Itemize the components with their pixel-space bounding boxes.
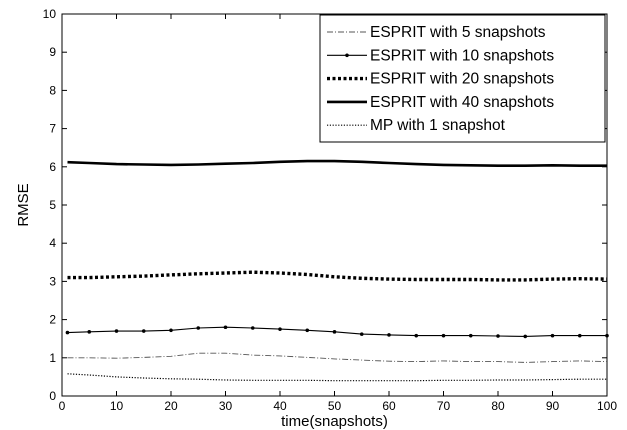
- series-1-point: [468, 333, 473, 338]
- y-tick-label: 10: [43, 7, 57, 21]
- y-tick-label: 9: [49, 45, 56, 59]
- x-tick-label: 30: [219, 399, 233, 413]
- series-line-0: [67, 352, 608, 363]
- series-1-point: [278, 327, 282, 331]
- x-tick-label: 20: [164, 399, 178, 413]
- legend-label-1: ESPRIT with 10 snapshots: [370, 47, 554, 64]
- series-1-point: [250, 326, 255, 330]
- series-1-point: [441, 333, 446, 338]
- series-line-2: [67, 270, 608, 282]
- x-tick-label: 80: [491, 399, 505, 413]
- x-axis-title: time(snapshots): [281, 413, 388, 430]
- y-tick-label: 3: [49, 274, 56, 288]
- legend-marker-1: [345, 53, 349, 58]
- x-tick-label: 10: [110, 399, 124, 413]
- series-1-point: [196, 326, 201, 330]
- y-tick-label: 4: [49, 236, 56, 250]
- legend-label-2: ESPRIT with 20 snapshots: [370, 71, 554, 88]
- legend-label-0: ESPRIT with 5 snapshots: [370, 24, 546, 41]
- x-tick-label: 100: [597, 399, 617, 413]
- y-tick-label: 5: [49, 198, 56, 212]
- y-tick-label: 6: [49, 160, 56, 174]
- series-1-point: [414, 333, 419, 338]
- series-1-point: [305, 328, 310, 333]
- y-axis-title: RMSE: [15, 183, 32, 226]
- series-1-point: [550, 333, 555, 338]
- series-lines: [65, 159, 609, 382]
- legend: ESPRIT with 5 snapshots ESPRIT with 10 sn…: [319, 14, 606, 143]
- x-tick-label: 0: [59, 399, 66, 413]
- x-tick-label: 70: [437, 399, 451, 413]
- x-tick-label: 90: [546, 399, 560, 413]
- series-1-point: [605, 333, 609, 338]
- series-1-point: [332, 330, 337, 334]
- series-1-point: [87, 330, 92, 334]
- series-1-point: [387, 333, 391, 337]
- series-1-point: [577, 333, 582, 338]
- series-1-point: [169, 328, 173, 333]
- series-1-point: [114, 329, 119, 333]
- series-line-3: [67, 159, 607, 167]
- y-tick-label: 2: [49, 313, 56, 327]
- series-1-point: [523, 334, 528, 339]
- y-tick-label: 7: [49, 122, 56, 136]
- series-1-point: [359, 332, 364, 336]
- y-tick-label: 8: [49, 83, 56, 97]
- y-tick-label: 0: [49, 389, 56, 403]
- x-tick-label: 40: [273, 399, 287, 413]
- legend-box: [319, 14, 606, 143]
- y-tick-label: 1: [49, 351, 56, 365]
- series-1-point: [141, 329, 146, 333]
- series-1-point: [223, 325, 228, 330]
- series-line-4: [67, 373, 607, 382]
- legend-label-3: ESPRIT with 40 snapshots: [370, 94, 554, 111]
- series-1-point: [496, 334, 500, 338]
- y-axis-ticks: 0 1 2 3 4 5 6 7 8 9 10: [43, 7, 607, 403]
- legend-label-4: MP with 1 snapshot: [370, 117, 506, 134]
- x-tick-label: 50: [328, 399, 342, 413]
- series-1-point: [65, 330, 70, 335]
- x-tick-label: 60: [382, 399, 396, 413]
